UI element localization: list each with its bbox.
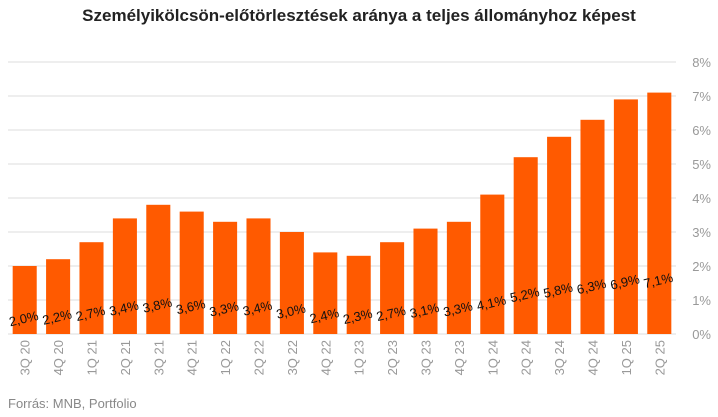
bar — [380, 242, 405, 334]
data-label: 5,2% — [509, 284, 542, 305]
x-tick-label: 3Q 22 — [285, 340, 300, 375]
x-tick-label: 2Q 21 — [118, 340, 133, 375]
data-label: 6,3% — [575, 276, 608, 297]
y-tick-label: 3% — [692, 225, 711, 240]
x-tick-label: 1Q 23 — [352, 340, 367, 375]
y-tick-label: 5% — [692, 157, 711, 172]
data-label: 2,4% — [308, 305, 341, 326]
data-label: 5,8% — [542, 279, 575, 300]
x-tick-label: 3Q 23 — [419, 340, 434, 375]
y-tick-label: 1% — [692, 293, 711, 308]
y-tick-label: 7% — [692, 89, 711, 104]
data-label: 2,3% — [342, 306, 375, 327]
gridlines — [8, 61, 676, 335]
x-tick-label: 4Q 24 — [586, 340, 601, 375]
x-tick-label: 4Q 21 — [185, 340, 200, 375]
x-tick-label: 4Q 23 — [452, 340, 467, 375]
x-tick-label: 4Q 20 — [51, 340, 66, 375]
x-tick-label: 1Q 22 — [218, 340, 233, 375]
source-note: Forrás: MNB, Portfolio — [8, 396, 137, 411]
data-label: 2,7% — [375, 303, 408, 324]
bar — [413, 228, 438, 334]
bars — [12, 92, 672, 335]
x-tick-label: 3Q 21 — [151, 340, 166, 375]
y-tick-label: 2% — [692, 259, 711, 274]
x-tick-label: 3Q 24 — [552, 340, 567, 375]
bar — [613, 99, 638, 335]
bar — [513, 157, 538, 334]
x-tick-label: 3Q 20 — [18, 340, 33, 375]
bar — [213, 221, 238, 334]
bar — [279, 232, 304, 334]
y-axis-ticks: 0% 1% 2% 3% 4% 5% 6% 7% 8% — [692, 55, 711, 342]
x-tick-label: 1Q 24 — [485, 340, 500, 375]
data-label: 3,8% — [141, 294, 174, 315]
data-label: 3,0% — [275, 300, 308, 321]
bar — [79, 242, 104, 334]
y-tick-label: 4% — [692, 191, 711, 206]
data-labels: 2,0% 2,2% 2,7% 3,4% 3,8% 3,6% 3,3% 3,4% 3,0% 2,4%… — [8, 270, 675, 330]
data-label: 3,4% — [241, 297, 274, 318]
chart-title: Személyikölcsön-előtörlesztések aránya a… — [82, 6, 636, 25]
bar — [12, 266, 37, 334]
y-tick-label: 0% — [692, 327, 711, 342]
data-label: 6,9% — [609, 271, 642, 292]
bar — [146, 204, 171, 334]
bar — [580, 119, 605, 334]
bar — [346, 255, 371, 334]
x-tick-label: 4Q 22 — [318, 340, 333, 375]
data-label: 3,3% — [208, 298, 241, 319]
y-tick-label: 6% — [692, 123, 711, 138]
bar — [647, 92, 672, 334]
bar — [480, 194, 505, 334]
x-tick-label: 2Q 23 — [385, 340, 400, 375]
bar — [547, 136, 572, 334]
data-label: 2,7% — [74, 303, 107, 324]
x-axis-ticks: 3Q 20 4Q 20 1Q 21 2Q 21 3Q 21 4Q 21 1Q 22 2Q 22… — [18, 340, 668, 375]
data-label: 3,6% — [175, 296, 208, 317]
data-label: 3,4% — [108, 297, 141, 318]
data-label: 2,2% — [41, 306, 74, 327]
bar — [112, 218, 137, 334]
x-tick-label: 1Q 25 — [619, 340, 634, 375]
bar — [246, 218, 271, 334]
data-label: 2,0% — [8, 308, 41, 329]
data-label: 3,3% — [442, 298, 475, 319]
data-label: 7,1% — [642, 270, 675, 291]
bar — [46, 259, 71, 334]
y-tick-label: 8% — [692, 55, 711, 70]
x-tick-label: 2Q 22 — [252, 340, 267, 375]
x-tick-label: 1Q 21 — [85, 340, 100, 375]
bar — [313, 252, 338, 334]
x-tick-label: 2Q 24 — [519, 340, 534, 375]
data-label: 3,1% — [408, 300, 441, 321]
bar — [446, 221, 471, 334]
x-tick-label: 2Q 25 — [652, 340, 667, 375]
bar — [179, 211, 204, 334]
data-label: 4,1% — [475, 292, 508, 313]
